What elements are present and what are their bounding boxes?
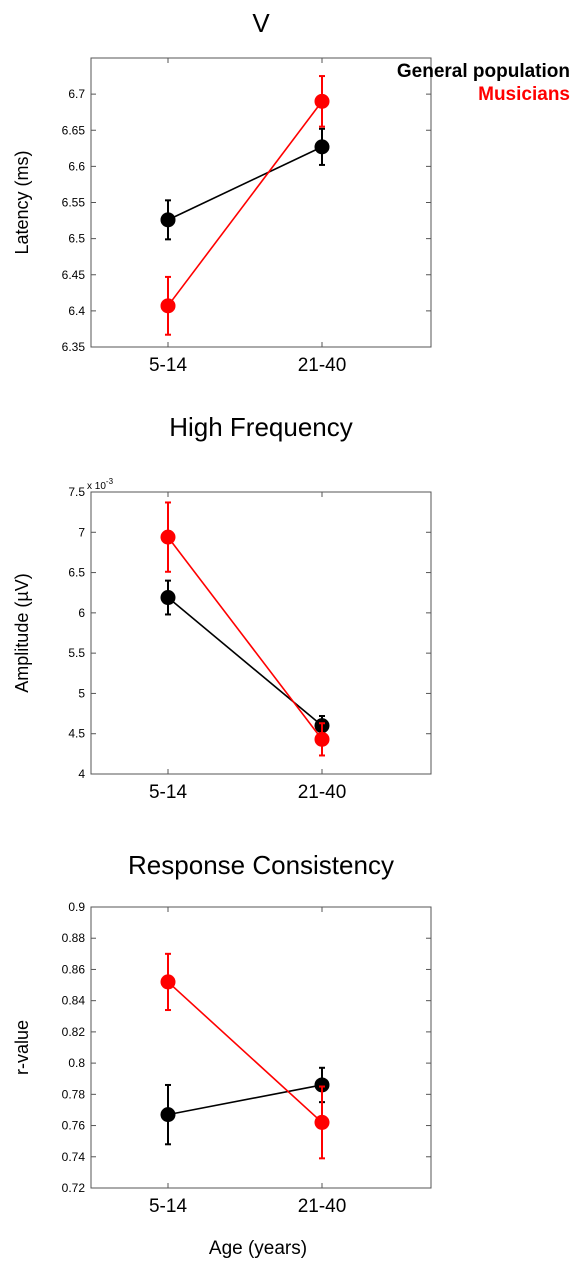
series-musicians — [160, 75, 330, 336]
series-musicians — [160, 952, 330, 1160]
series-general-population — [160, 579, 330, 737]
data-point — [160, 212, 176, 228]
series-line — [167, 100, 323, 307]
x-tick-label: 5-14 — [149, 1196, 187, 1217]
chart-title: High Frequency — [169, 412, 353, 442]
y-tick-label: 4 — [78, 767, 85, 781]
y-tick-label: 6 — [78, 606, 85, 620]
y-axis-label: Latency (ms) — [12, 150, 32, 254]
y-tick-label: 0.9 — [68, 900, 85, 914]
y-tick-label: 0.88 — [62, 931, 86, 945]
data-point — [160, 1107, 176, 1123]
x-tick-label: 21-40 — [298, 782, 347, 803]
data-point — [160, 529, 176, 545]
x-tick-label: 21-40 — [298, 355, 347, 376]
y-tick-label: 5 — [78, 686, 85, 700]
data-point — [314, 139, 330, 155]
exponent-label: x 10-3 — [87, 477, 114, 492]
y-tick-label: 0.84 — [62, 994, 86, 1008]
axis-box — [90, 906, 432, 1189]
y-tick-label: 5.5 — [68, 646, 85, 660]
y-tick-label: 7.5 — [68, 485, 85, 499]
data-point — [160, 974, 176, 990]
y-tick-label: 0.72 — [62, 1181, 86, 1195]
y-tick-label: 6.45 — [62, 268, 86, 282]
y-tick-label: 0.86 — [62, 962, 86, 976]
data-point — [314, 731, 330, 747]
y-tick-label: 0.76 — [62, 1119, 86, 1133]
y-axis-label: Amplitude (µV) — [12, 573, 32, 692]
y-tick-label: 6.35 — [62, 340, 86, 354]
axis-box — [90, 57, 432, 348]
series-line — [167, 1084, 323, 1116]
x-tick-label: 5-14 — [149, 355, 187, 376]
chart-title: V — [252, 8, 270, 38]
x-tick-label: 5-14 — [149, 782, 187, 803]
chart-panel-2: High Frequency Amplitude (µV) 4 4.5 5 5.5 6 6.5… — [12, 412, 432, 803]
y-tick-label: 6.7 — [68, 87, 85, 101]
legend-general-population: General population — [396, 61, 570, 82]
x-axis-label: Age (years) — [208, 1238, 308, 1259]
data-point — [314, 93, 330, 109]
y-tick-label: 4.5 — [68, 727, 85, 741]
y-tick-label: 0.8 — [68, 1056, 85, 1070]
series-line — [167, 981, 323, 1124]
y-tick-label: 6.5 — [68, 566, 85, 580]
x-tick-label: 21-40 — [298, 1196, 347, 1217]
data-point — [314, 1114, 330, 1130]
chart-panel-1: V Latency (ms) 6.35 6.4 6.45 6.5 6.55 6.6 6.65 6.… — [12, 8, 432, 376]
legend-musicians: Musicians — [478, 84, 570, 105]
y-tick-label: 7 — [78, 525, 85, 539]
series-line — [167, 596, 323, 727]
data-point — [160, 590, 176, 606]
y-tick-label: 0.82 — [62, 1025, 86, 1039]
series-general-population — [160, 1066, 330, 1146]
y-axis-label: r-value — [12, 1020, 32, 1075]
series-musicians — [160, 501, 330, 757]
y-tick-label: 6.4 — [68, 304, 85, 318]
axis-box — [90, 491, 432, 775]
data-point — [314, 1077, 330, 1093]
data-point — [160, 298, 176, 314]
legend: General population Musicians — [397, 60, 570, 106]
y-tick-label: 6.55 — [62, 196, 86, 210]
series-line — [167, 536, 323, 740]
y-tick-label: 0.78 — [62, 1087, 86, 1101]
y-tick-label: 6.65 — [62, 123, 86, 137]
y-tick-label: 0.74 — [62, 1150, 86, 1164]
y-tick-label: 6.6 — [68, 159, 85, 173]
series-general-population — [160, 127, 330, 241]
chart-panel-3: Response Consistency r-value 0.72 0.74 0.76 0… — [12, 850, 432, 1217]
y-tick-label: 6.5 — [68, 232, 85, 246]
chart-title: Response Consistency — [128, 850, 394, 880]
series-line — [167, 146, 323, 221]
